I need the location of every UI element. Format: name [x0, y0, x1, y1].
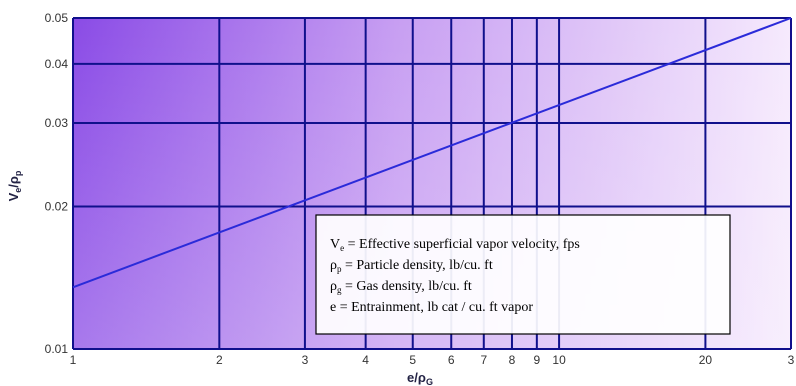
series-group: [72, 17, 792, 289]
legend-line-3: e = Entrainment, lb cat / cu. ft vapor: [330, 300, 533, 315]
y-tick-label-1: 0.02: [45, 199, 69, 213]
legend-line-2: ρg = Gas density, lb/cu. ft: [330, 279, 472, 295]
legend-subscript: g: [337, 285, 342, 295]
y-axis-title-sub1: e: [13, 188, 23, 193]
y-axis-title-mid: /ρ: [6, 176, 21, 188]
legend-line-1: ρp = Particle density, lb/cu. ft: [330, 258, 493, 274]
y-axis-title-sub2: p: [13, 170, 23, 176]
x-tick-label-9: 10: [552, 353, 566, 367]
series-line-0: [72, 17, 792, 289]
legend-lines: Ve = Effective superficial vapor velocit…: [330, 237, 580, 315]
legend-description: = Gas density, lb/cu. ft: [342, 279, 472, 294]
legend-symbol: ρ: [330, 258, 337, 273]
y-tick-label-4: 0.05: [45, 11, 69, 25]
x-axis-title-sub: G: [426, 377, 433, 386]
x-tick-label-8: 9: [533, 353, 540, 367]
x-axis-title-main: e/ρ: [407, 370, 426, 385]
legend-subscript: p: [337, 264, 342, 274]
x-tick-label-11: 3: [788, 353, 795, 367]
legend-line-0: Ve = Effective superficial vapor velocit…: [330, 237, 580, 253]
y-tick-labels: 0.01 0.02 0.03 0.04 0.05: [45, 11, 69, 356]
legend-frame: [315, 214, 731, 335]
x-tick-label-10: 20: [699, 353, 713, 367]
x-tick-label-4: 5: [409, 353, 416, 367]
y-tick-label-3: 0.04: [45, 57, 69, 71]
legend-symbol: ρ: [330, 279, 337, 294]
legend-description: = Entrainment, lb cat / cu. ft vapor: [336, 300, 533, 315]
legend-box: Ve = Effective superficial vapor velocit…: [315, 214, 731, 335]
y-axis-title: Ve/ρp: [6, 170, 23, 201]
y-tick-label-0: 0.01: [45, 342, 69, 356]
x-tick-label-3: 4: [362, 353, 369, 367]
legend-subscript: e: [340, 243, 344, 253]
x-tick-label-6: 7: [480, 353, 487, 367]
legend-symbol: e: [330, 300, 336, 315]
x-tick-label-1: 2: [216, 353, 223, 367]
x-axis-title: e/ρG: [407, 370, 433, 386]
x-tick-label-2: 3: [302, 353, 309, 367]
x-tick-labels: 1 2 3 4 5 6 7 8 9 10 20 3: [70, 353, 795, 367]
legend-symbol: V: [330, 237, 340, 252]
y-axis-title-main: V: [6, 192, 21, 201]
x-tick-label-0: 1: [70, 353, 77, 367]
legend-description: = Particle density, lb/cu. ft: [342, 258, 493, 273]
x-tick-label-5: 6: [448, 353, 455, 367]
x-tick-label-7: 8: [509, 353, 516, 367]
y-tick-label-2: 0.03: [45, 116, 69, 130]
legend-description: = Effective superficial vapor velocity, …: [344, 237, 580, 252]
